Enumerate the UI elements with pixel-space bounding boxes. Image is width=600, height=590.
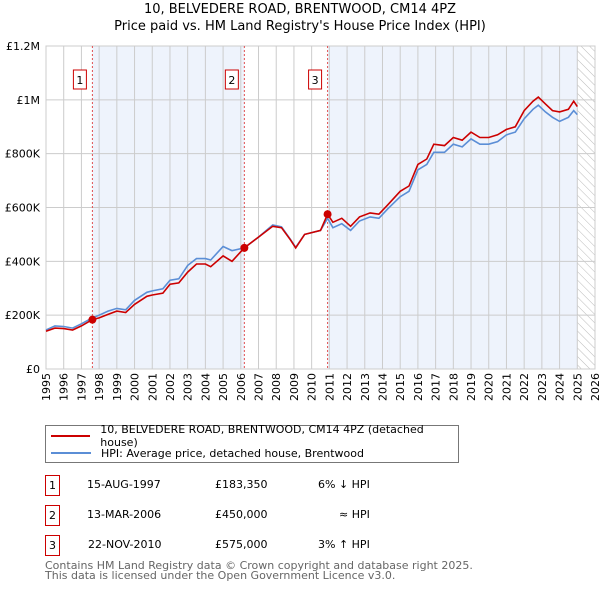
legend-label-hpi: HPI: Average price, detached house, Bren… [101, 446, 364, 460]
footer: Contains HM Land Registry data © Crown c… [45, 559, 473, 582]
legend-item-property: 10, BELVEDERE ROAD, BRENTWOOD, CM14 4PZ … [51, 423, 458, 449]
sale-label-box [224, 69, 239, 90]
x-tick-label: 1997 [75, 373, 88, 401]
x-tick-label: 2021 [500, 373, 513, 401]
chart-subtitle: Price paid vs. HM Land Registry's House … [114, 19, 486, 34]
footer-copyright: Contains HM Land Registry data © Crown c… [45, 559, 473, 572]
sale-point [323, 210, 332, 219]
x-tick-label: 2016 [412, 373, 425, 401]
transaction-date: 13-MAR-2006 [87, 508, 162, 521]
footer-licence: This data is licensed under the Open Gov… [45, 569, 396, 582]
transaction-row: 3 22-NOV-2010 £575,000 3% ↑ HPI [45, 535, 465, 556]
y-tick-label: £800K [5, 148, 41, 161]
x-tick-label: 2011 [323, 373, 336, 401]
x-tick-label: 2010 [306, 373, 319, 401]
legend-label-property: 10, BELVEDERE ROAD, BRENTWOOD, CM14 4PZ … [100, 423, 424, 449]
x-tick-label: 2007 [253, 373, 266, 401]
transaction-price: £575,000 [215, 538, 268, 551]
x-tick-label: 2023 [536, 373, 549, 401]
plot-frame [45, 45, 596, 370]
x-tick-label: 1996 [58, 373, 71, 401]
price-chart: 1995 1996 1997 1998 1999 2000 2001 2002 2003 2004… [5, 40, 600, 401]
sale-label-box [72, 69, 87, 90]
y-tick-label: £600K [5, 202, 41, 215]
legend: 10, BELVEDERE ROAD, BRENTWOOD, CM14 4PZ … [45, 423, 459, 463]
transaction-price: £183,350 [215, 478, 268, 491]
x-tick-label: 2008 [270, 373, 283, 401]
sale-label-box [308, 69, 323, 90]
legend-item-hpi: HPI: Average price, detached house, Bren… [51, 445, 364, 461]
red-line-swatch [51, 435, 91, 437]
x-tick-label: 2017 [430, 373, 443, 401]
sale-label: 3 [312, 74, 319, 87]
transaction-date: 22-NOV-2010 [88, 538, 162, 551]
sale-label: 1 [76, 74, 83, 87]
x-tick-label: 1995 [40, 373, 53, 401]
transaction-hpi: 3% ↑ HPI [318, 538, 370, 551]
x-tick-label: 2006 [235, 373, 248, 401]
x-tick-label: 2002 [164, 373, 177, 401]
transaction-price: £450,000 [215, 508, 268, 521]
sale-point [240, 243, 249, 252]
x-tick-label: 2014 [376, 373, 389, 401]
x-tick-label: 2005 [217, 373, 230, 401]
y-tick-label: £1.2M [6, 40, 40, 53]
x-tick-label: 1998 [93, 373, 106, 401]
y-tick-label: £1M [17, 94, 41, 107]
transaction-marker: 1 [45, 475, 60, 496]
y-tick-label: £0 [26, 363, 40, 376]
x-tick-label: 2012 [341, 373, 354, 401]
x-tick-label: 2022 [518, 373, 531, 401]
y-tick-label: £400K [5, 255, 41, 268]
sale-label: 2 [228, 74, 235, 87]
x-tick-label: 2000 [129, 373, 142, 401]
x-tick-label: 2025 [571, 373, 584, 401]
x-tick-label: 2024 [554, 373, 567, 401]
chart-title: 10, BELVEDERE ROAD, BRENTWOOD, CM14 4PZ [143, 2, 457, 17]
x-tick-label: 2019 [465, 373, 478, 401]
x-tick-label: 2015 [394, 373, 407, 401]
x-tick-label: 2026 [589, 373, 600, 401]
transaction-marker: 3 [45, 535, 60, 556]
transaction-hpi: ≈ HPI [339, 508, 370, 521]
hpi-line [45, 104, 578, 331]
transaction-row: 2 13-MAR-2006 £450,000 ≈ HPI [45, 505, 465, 526]
y-tick-label: £200K [5, 309, 41, 322]
transaction-date: 15-AUG-1997 [87, 478, 161, 491]
x-tick-label: 2018 [447, 373, 460, 401]
x-tick-label: 2001 [146, 373, 159, 401]
x-tick-label: 2009 [288, 373, 301, 401]
transaction-hpi: 6% ↓ HPI [318, 478, 370, 491]
transaction-marker: 2 [45, 505, 60, 526]
x-tick-label: 2020 [483, 373, 496, 401]
blue-line-swatch [51, 452, 91, 454]
x-tick-label: 2013 [359, 373, 372, 401]
x-tick-label: 2003 [182, 373, 195, 401]
transaction-row: 1 15-AUG-1997 £183,350 6% ↓ HPI [45, 475, 465, 496]
x-tick-label: 1999 [111, 373, 124, 401]
sale-point [88, 315, 97, 324]
x-tick-label: 2004 [199, 373, 212, 401]
